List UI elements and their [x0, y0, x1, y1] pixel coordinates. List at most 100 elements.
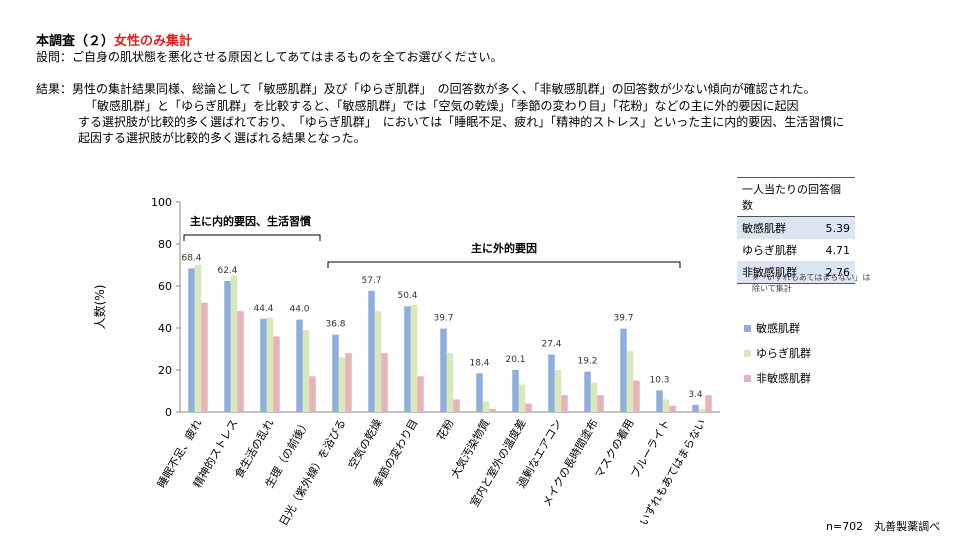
bar [309, 376, 316, 412]
bar [188, 268, 195, 412]
data-label: 39.7 [433, 314, 453, 324]
bar [561, 395, 568, 412]
table-title: 一人当たりの回答個数 [737, 177, 855, 217]
data-label: 20.1 [505, 355, 525, 365]
x-tick-label: 花粉 [434, 417, 456, 443]
bar [381, 353, 388, 412]
legend-swatch [744, 375, 751, 382]
cell: 4.71 [825, 243, 851, 257]
bar [476, 373, 483, 412]
y-tick-label: 100 [151, 196, 172, 209]
data-label: 68.4 [181, 253, 201, 263]
bar [404, 306, 411, 412]
annotation: 主に内的要因、生活習慣 [190, 214, 311, 228]
title: 本調査（２）女性のみ集計 [36, 30, 192, 49]
y-tick-label: 60 [158, 280, 172, 293]
legend-label: 敏感肌群 [756, 321, 800, 335]
bar [224, 280, 231, 412]
bar [590, 382, 598, 412]
cell: ゆらぎ肌群 [742, 244, 797, 257]
bar [518, 384, 526, 412]
data-label: 57.7 [361, 276, 381, 286]
x-tick-label: 日光（紫外線）を浴びる [276, 417, 349, 529]
bar [626, 351, 634, 412]
footer: n=702 丸善製薬調べ [826, 520, 941, 533]
data-label: 62.4 [217, 266, 237, 276]
bar [692, 404, 699, 412]
bar [446, 353, 454, 412]
bar [584, 371, 591, 412]
bar [453, 399, 460, 412]
label: 設問： [36, 50, 73, 64]
bar [417, 376, 424, 412]
data-label: 10.3 [649, 375, 669, 385]
y-tick-label: 0 [165, 406, 172, 419]
bar [620, 328, 627, 412]
cell: 5.39 [825, 221, 851, 235]
bar [597, 395, 604, 412]
bar [338, 357, 346, 412]
result-line: 起因する選択肢が比較的多く選ばれる結果となった。 [78, 131, 366, 145]
x-tick-label: 空気の乾燥 [345, 417, 385, 472]
data-label: 50.4 [397, 291, 417, 301]
bar [273, 336, 280, 412]
data-label: 36.8 [325, 320, 345, 330]
legend-swatch [744, 325, 751, 332]
bar [237, 311, 244, 412]
bar [489, 408, 496, 412]
label: 結果： [36, 82, 73, 96]
bar [440, 328, 447, 412]
bar [662, 399, 670, 412]
data-label: 44.0 [289, 305, 309, 315]
cell: 2.76 [825, 265, 851, 279]
bar [705, 395, 712, 412]
annotation: 主に外的要因 [471, 241, 537, 255]
question-text: ご自身の肌状態を悪化させる原因としてあてはまるものを全てお選びください。 [72, 50, 503, 64]
bar [374, 311, 382, 412]
legend-label: 非敏感肌群 [756, 371, 811, 385]
legend-swatch [744, 350, 751, 357]
bar [698, 408, 706, 412]
question: 設問：ご自身の肌状態を悪化させる原因としてあてはまるものを全てお選びください。 [36, 48, 502, 65]
bar [482, 401, 490, 412]
y-axis-label: 人数(%) [92, 285, 107, 330]
cell: 敏感肌群 [742, 222, 786, 235]
y-tick-label: 80 [158, 238, 172, 251]
bar [554, 370, 562, 412]
bar [230, 275, 238, 412]
bar [410, 304, 418, 412]
bar [512, 369, 519, 412]
bracket [183, 234, 321, 241]
data-label: 18.4 [469, 358, 489, 368]
title-highlight: 女性のみ集計 [114, 34, 193, 49]
bar [345, 353, 352, 412]
bar [332, 334, 339, 412]
data-label: 3.4 [688, 390, 703, 400]
bar [302, 330, 310, 412]
bar [669, 405, 676, 412]
data-label: 39.7 [613, 314, 633, 324]
bar [656, 390, 663, 412]
data-label: 44.4 [253, 304, 273, 314]
bar [296, 319, 303, 412]
data-label: 19.2 [577, 357, 597, 367]
result-line: する選択肢が比較的多く選ばれており、 「ゆらぎ肌群」 においては「睡眠不足、疲れ… [78, 115, 845, 129]
bar [548, 354, 555, 412]
note: ※「いずれもあてはまらない」は 除いて集計 [752, 273, 871, 293]
y-tick-label: 20 [158, 364, 172, 377]
bar [633, 380, 640, 412]
bar [194, 265, 202, 412]
bar [201, 302, 208, 412]
title-main: 本調査（２） [36, 34, 115, 49]
result-line: 男性の集計結果同様、総論として「敏感肌群」及び「ゆらぎ肌群」 の回答数が多く、「… [72, 82, 816, 96]
answer-table: 一人当たりの回答個数 敏感肌群 5.39 ゆらぎ肌群 4.71 非敏感肌群 2.76 [737, 177, 855, 284]
data-label: 27.4 [541, 339, 561, 349]
bar [266, 317, 274, 412]
bar [525, 403, 532, 412]
bar [368, 290, 375, 412]
cell: 非敏感肌群 [742, 266, 797, 279]
x-tick-label: いずれもあてはまらない [637, 417, 709, 528]
y-tick-label: 40 [158, 322, 172, 335]
